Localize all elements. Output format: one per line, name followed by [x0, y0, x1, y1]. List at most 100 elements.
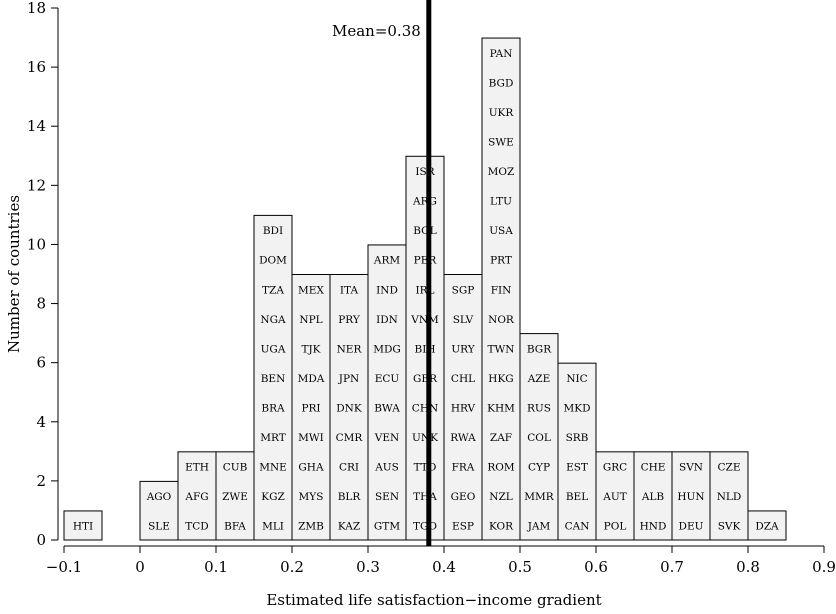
country-label: ZAF [490, 432, 512, 444]
country-label: GEO [451, 491, 476, 503]
country-label: NER [337, 343, 363, 355]
y-axis: 0 2 4 6 8 10 12 14 16 18 [27, 0, 59, 549]
histogram-bar [63, 510, 103, 541]
country-label: HUN [677, 491, 704, 503]
histogram-bar [633, 451, 673, 541]
histogram-bar [747, 510, 787, 541]
country-label: BRA [261, 403, 285, 415]
country-label: COL [527, 432, 551, 444]
x-tick-label: 0.2 [280, 558, 304, 576]
x-axis: −0.1 0 0.1 0.2 0.3 0.4 0.5 0.6 0.7 0.8 0.9 [46, 545, 836, 576]
country-label: BEL [566, 491, 588, 503]
country-label: NGA [260, 314, 286, 326]
country-label: MNE [259, 462, 287, 474]
bins-layer: HTI SLE AGO TCD AFG ETH BFA ZWE CUB MLI KGZ MNE MRT B… [63, 37, 787, 541]
histogram-bar [405, 155, 445, 541]
country-label: AZE [527, 373, 551, 385]
x-tick-label: 0.9 [812, 558, 836, 576]
histogram-bin: TCD AFG ETH [177, 451, 217, 541]
country-label: BGR [527, 343, 552, 355]
country-label: AUT [602, 491, 626, 503]
country-label: IRL [415, 284, 434, 296]
country-label: ARG [412, 196, 437, 208]
country-label: DNK [336, 403, 362, 415]
histogram-bin: DEU HUN SVN [671, 451, 711, 541]
histogram-bar [519, 333, 559, 541]
country-label: MKD [563, 403, 590, 415]
histogram-bin: DZA [747, 510, 787, 541]
country-label: ECU [375, 373, 400, 385]
y-tick-label: 6 [36, 354, 46, 372]
histogram-bar [329, 274, 369, 541]
mean-label: Mean=0.38 [332, 22, 421, 40]
country-label: IND [376, 284, 398, 296]
country-label: UGA [261, 343, 286, 355]
histogram-bar [291, 274, 331, 541]
country-label: CHN [412, 403, 438, 415]
country-label: BDI [263, 225, 283, 237]
country-label: ARM [373, 255, 400, 267]
country-label: TZA [262, 284, 284, 296]
country-label: MLI [262, 521, 284, 533]
country-label: CMR [336, 432, 364, 444]
country-label: UNK [412, 432, 438, 444]
country-label: THA [413, 491, 437, 503]
country-label: BFA [224, 521, 246, 533]
country-label: LTU [490, 196, 512, 208]
country-label: HRV [451, 403, 476, 415]
x-tick-label: 0.5 [508, 558, 532, 576]
country-label: ETH [185, 462, 209, 474]
y-axis-title: Number of countries [5, 195, 23, 353]
country-label: MOZ [488, 166, 515, 178]
country-label: KGZ [261, 491, 285, 503]
country-label: ALB [641, 491, 665, 503]
country-label: SGP [452, 284, 475, 296]
country-label: TTO [414, 462, 437, 474]
country-label: CHL [451, 373, 475, 385]
country-label: MMR [524, 491, 555, 503]
country-label: DEU [679, 521, 704, 533]
country-label: MYS [299, 491, 324, 503]
country-label: RWA [450, 432, 476, 444]
y-tick-label: 4 [36, 413, 46, 431]
y-tick-label: 8 [36, 295, 46, 313]
country-label: FIN [491, 284, 512, 296]
country-label: DOM [259, 255, 287, 267]
country-label: RUS [527, 403, 551, 415]
country-label: BOL [413, 225, 437, 237]
country-label: BIH [414, 343, 435, 355]
histogram-bar [557, 362, 597, 541]
y-tick-label: 18 [27, 0, 46, 17]
country-label: NLD [717, 491, 742, 503]
country-label: MRT [260, 432, 285, 444]
country-label: KOR [489, 521, 514, 533]
country-label: HKG [488, 373, 513, 385]
histogram-bar [595, 451, 635, 541]
histogram-bin: HTI [63, 510, 103, 541]
country-label: CZE [718, 462, 741, 474]
histogram-bar [215, 451, 255, 541]
histogram-bin: JAM MMR CYP COL RUS AZE BGR [519, 333, 559, 541]
country-label: MDA [298, 373, 325, 385]
country-label: CYP [528, 462, 550, 474]
country-label: FRA [452, 462, 475, 474]
country-label: PER [414, 255, 438, 267]
country-label: SVN [679, 462, 703, 474]
histogram-bin: TGO THA TTO UNK CHN GBR BIH VNM IRL PER BOL ARG ISR [405, 155, 445, 541]
country-label: NOR [488, 314, 515, 326]
x-tick-label: 0.7 [660, 558, 684, 576]
country-label: DZA [755, 521, 779, 533]
country-label: TJK [301, 343, 320, 355]
country-label: PRI [301, 403, 320, 415]
y-tick-label: 16 [27, 58, 46, 76]
country-label: JAM [527, 521, 551, 533]
country-label: NIC [566, 373, 587, 385]
country-label: SLE [148, 521, 170, 533]
x-tick-label: 0.1 [204, 558, 228, 576]
histogram-bin: SLE AGO [139, 480, 179, 541]
x-tick-label: 0.6 [584, 558, 608, 576]
country-label: TGO [413, 521, 437, 533]
country-label: SEN [375, 491, 399, 503]
country-label: ZWE [222, 491, 248, 503]
country-label: SVK [718, 521, 741, 533]
